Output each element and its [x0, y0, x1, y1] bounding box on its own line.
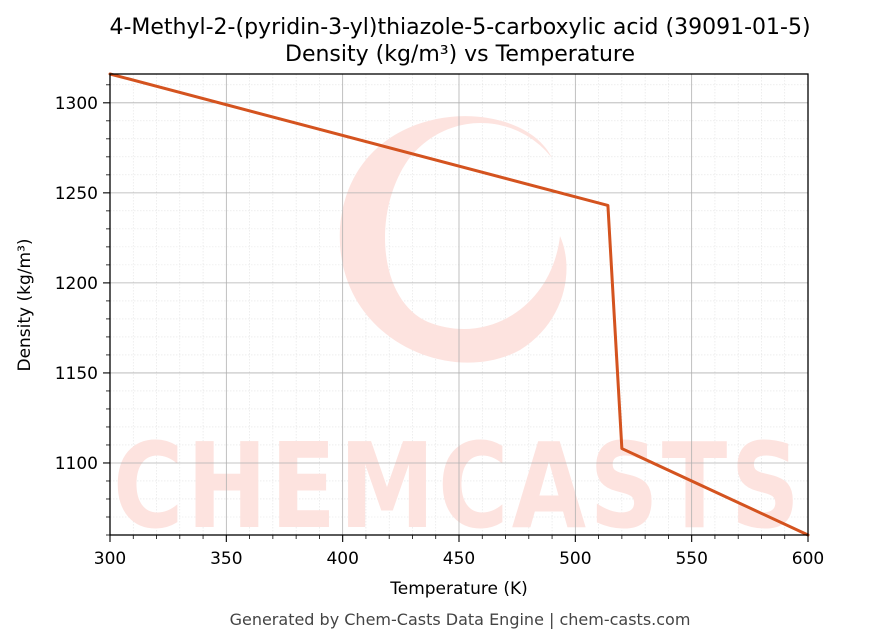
- x-tick-label: 600: [792, 549, 824, 569]
- y-tick-label: 1250: [55, 184, 98, 204]
- x-tick-label: 400: [326, 549, 358, 569]
- x-tick-label: 450: [443, 549, 475, 569]
- chart-title: 4-Methyl-2-(pyridin-3-yl)thiazole-5-carb…: [109, 15, 810, 40]
- series-layer: [108, 72, 810, 537]
- y-tick-label: 1200: [55, 274, 98, 294]
- x-tick-label: 350: [210, 549, 242, 569]
- footer-credit: Generated by Chem-Casts Data Engine | ch…: [230, 610, 691, 629]
- watermark: CHEMCASTS: [113, 116, 803, 555]
- x-axis: 300 350 400 450 500 550 600: [94, 535, 824, 569]
- watermark-logo: [339, 116, 567, 363]
- x-axis-label: Temperature (K): [389, 579, 528, 599]
- y-axis: 1100 1150 1200 1250 1300: [55, 84, 110, 536]
- y-tick-label: 1150: [55, 364, 98, 384]
- x-tick-label: 300: [94, 549, 126, 569]
- y-tick-label: 1300: [55, 94, 98, 114]
- watermark-text: CHEMCASTS: [113, 417, 803, 555]
- watermark-crescent: [339, 116, 567, 363]
- series-line: [108, 72, 810, 537]
- y-tick-label: 1100: [55, 454, 98, 474]
- x-tick-label: 550: [675, 549, 707, 569]
- y-axis-label: Density (kg/m³): [15, 238, 35, 371]
- chart-subtitle: Density (kg/m³) vs Temperature: [285, 42, 635, 67]
- plot-area: CHEMCASTS: [108, 72, 810, 555]
- x-tick-label: 500: [559, 549, 591, 569]
